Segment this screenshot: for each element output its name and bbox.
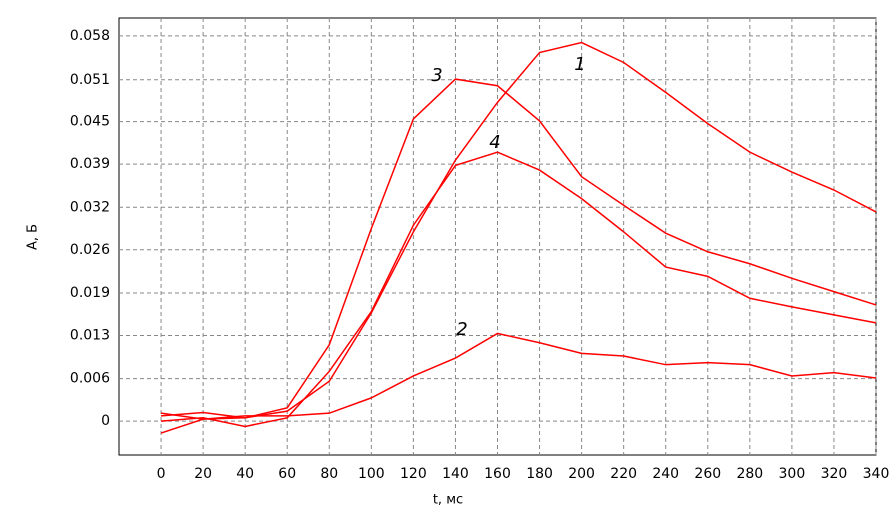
- x-tick-label: 80: [320, 466, 338, 482]
- x-tick-label: 120: [400, 466, 427, 482]
- series-label: 1: [574, 54, 585, 75]
- y-tick-label: 0.051: [70, 72, 110, 88]
- series-label: 3: [431, 65, 442, 86]
- series-label: 2: [456, 319, 467, 340]
- series-line: [160, 332, 877, 420]
- series-label: 4: [489, 132, 500, 153]
- y-tick-label: 0: [101, 413, 110, 429]
- series-line: [160, 78, 877, 419]
- x-tick-label: 260: [694, 466, 721, 482]
- y-tick-label: 0.058: [70, 28, 110, 44]
- x-axis-label: t, мс: [433, 493, 463, 508]
- x-tick-label: 200: [568, 466, 595, 482]
- series-line: [160, 41, 877, 434]
- x-tick-label: 180: [526, 466, 553, 482]
- x-tick-label: 140: [442, 466, 469, 482]
- x-tick-label: 100: [358, 466, 385, 482]
- y-tick-label: 0.019: [70, 285, 110, 301]
- x-tick-label: 320: [821, 466, 848, 482]
- series-line: [160, 151, 877, 428]
- x-tick-label: 240: [652, 466, 679, 482]
- x-tick-label: 300: [779, 466, 806, 482]
- x-tick-label: 280: [736, 466, 763, 482]
- y-tick-label: 0.026: [70, 242, 110, 258]
- x-tick-label: 40: [236, 466, 254, 482]
- x-tick-label: 20: [194, 466, 212, 482]
- y-tick-label: 0.006: [70, 371, 110, 387]
- x-tick-label: 220: [610, 466, 637, 482]
- x-tick-label: 160: [484, 466, 511, 482]
- y-tick-label: 0.013: [70, 327, 110, 343]
- y-tick-label: 0.045: [70, 114, 110, 130]
- y-axis-label: А, Б: [26, 224, 41, 250]
- x-tick-label: 0: [157, 466, 166, 482]
- x-tick-label: 60: [278, 466, 296, 482]
- y-tick-label: 0.032: [70, 199, 110, 215]
- y-tick-label: 0.039: [70, 156, 110, 172]
- x-tick-label: 340: [863, 466, 890, 482]
